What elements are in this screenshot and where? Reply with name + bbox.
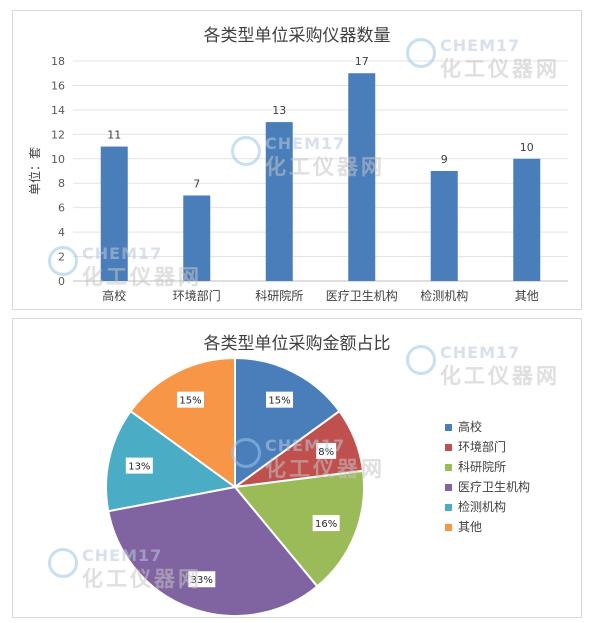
legend-swatch [445,464,452,471]
bar [100,146,128,281]
x-tick-label: 科研院所 [255,289,303,303]
pie-slice [129,356,236,489]
legend-label: 科研院所 [458,460,506,474]
data-label: 10 [520,141,534,154]
x-tick-label: 高校 [102,288,126,303]
bar [348,73,376,281]
y-tick-label: 10 [51,153,65,166]
pie-slice [233,469,365,588]
pie-chart-title: 各类型单位采购金额占比 [203,334,391,354]
pie-slice [107,485,319,617]
y-tick-label: 6 [58,202,65,215]
pie-slice [105,409,238,513]
legend-swatch [445,444,452,451]
data-label-box [176,391,204,408]
data-label: 11 [107,129,121,142]
data-label-box [316,442,337,459]
bar [265,122,293,281]
y-tick-label: 0 [58,275,65,288]
x-tick-label: 其他 [515,289,539,303]
y-axis-label: 单位：套 [27,147,42,195]
data-label-box [312,515,340,532]
data-label: 16% [315,519,337,530]
data-label: 13% [128,462,150,473]
x-tick-label: 检测机构 [420,288,468,303]
data-label: 7 [193,177,200,190]
x-tick-label: 环境部门 [173,288,221,303]
legend-label: 高校 [458,419,482,434]
legend-label: 其他 [458,520,482,534]
legend-label: 检测机构 [458,499,506,514]
legend-swatch [445,524,452,531]
data-label: 15% [268,396,290,407]
y-tick-label: 18 [51,55,65,68]
legend-swatch [445,504,452,511]
data-label-box [188,571,216,588]
pie-chart-panel: 各类型单位采购金额占比 15% 8% 16% 33% 13% 15% 高校环境部门科研院所医… [12,318,582,618]
data-label: 33% [191,575,213,586]
y-tick-label: 2 [58,251,65,264]
data-label-box [266,391,294,408]
y-tick-label: 4 [58,226,65,239]
y-tick-label: 14 [51,104,65,117]
bar-chart-title: 各类型单位采购仪器数量 [203,26,391,46]
data-label: 17 [355,55,369,68]
y-tick-label: 16 [51,79,65,92]
bar-chart-panel: 各类型单位采购仪器数量 0 2 4 6 8 10 12 14 16 18 单位：套 11 高校 7 环境部门… [12,10,582,310]
y-tick-label: 12 [51,128,65,141]
data-label: 9 [441,153,448,166]
data-label: 13 [272,104,286,117]
legend-swatch [445,484,452,491]
data-label: 15% [179,396,201,407]
bar [430,171,458,281]
pie-slice [234,356,341,489]
data-label-box [125,457,153,474]
data-label: 8% [318,447,334,458]
bar-chart: 0 2 4 6 8 10 12 14 16 18 单位：套 11 高校 7 环境部门 13 科研院所 17 医疗卫生… [27,55,568,303]
legend-label: 环境部门 [458,439,506,454]
legend-swatch [445,424,452,431]
y-tick-label: 8 [58,177,65,190]
bar [183,195,211,281]
x-tick-label: 医疗卫生机构 [326,288,398,303]
bar [513,158,541,281]
legend-label: 医疗卫生机构 [458,479,530,494]
